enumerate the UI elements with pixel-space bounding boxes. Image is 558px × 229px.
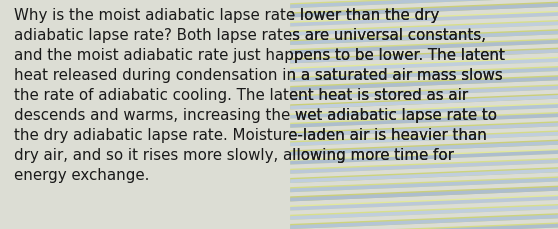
Polygon shape (290, 224, 558, 229)
Polygon shape (290, 196, 558, 211)
Polygon shape (290, 215, 558, 229)
Polygon shape (290, 85, 558, 101)
Polygon shape (290, 12, 558, 27)
Polygon shape (290, 95, 558, 110)
Polygon shape (290, 76, 558, 92)
Polygon shape (290, 67, 558, 82)
Polygon shape (290, 68, 558, 82)
Polygon shape (290, 4, 558, 18)
Polygon shape (290, 59, 558, 73)
Polygon shape (290, 150, 558, 165)
Polygon shape (290, 132, 558, 147)
Polygon shape (290, 160, 558, 174)
Polygon shape (290, 195, 558, 211)
Polygon shape (290, 13, 558, 27)
Polygon shape (290, 123, 558, 137)
Polygon shape (290, 105, 558, 119)
Polygon shape (290, 112, 558, 128)
Text: Why is the moist adiabatic lapse rate lower than the dry
adiabatic lapse rate? B: Why is the moist adiabatic lapse rate lo… (14, 8, 505, 183)
Polygon shape (290, 186, 558, 202)
Polygon shape (290, 103, 558, 119)
Polygon shape (290, 57, 558, 73)
Polygon shape (290, 141, 558, 156)
Polygon shape (290, 30, 558, 46)
Polygon shape (290, 21, 558, 37)
Polygon shape (290, 213, 558, 229)
Bar (0, 0, 290, 229)
Polygon shape (290, 48, 558, 64)
Polygon shape (290, 187, 558, 202)
Polygon shape (290, 204, 558, 220)
Polygon shape (290, 22, 558, 37)
Polygon shape (290, 122, 558, 137)
Polygon shape (290, 86, 558, 101)
Polygon shape (290, 31, 558, 46)
Polygon shape (290, 41, 558, 55)
Text: Why is the moist adiabatic lapse rate lower than the dry
adiabatic lapse rate? B: Why is the moist adiabatic lapse rate lo… (14, 8, 505, 183)
Polygon shape (290, 149, 558, 165)
Polygon shape (290, 0, 558, 9)
Polygon shape (290, 114, 558, 128)
Polygon shape (290, 178, 558, 192)
Polygon shape (290, 140, 558, 156)
Polygon shape (290, 0, 558, 9)
Polygon shape (290, 39, 558, 55)
Polygon shape (290, 3, 558, 18)
Polygon shape (290, 205, 558, 220)
Polygon shape (290, 131, 558, 147)
Polygon shape (290, 167, 558, 183)
Polygon shape (290, 50, 558, 64)
Polygon shape (290, 169, 558, 183)
Polygon shape (290, 177, 558, 192)
Polygon shape (290, 94, 558, 110)
Polygon shape (290, 77, 558, 92)
Polygon shape (290, 158, 558, 174)
Polygon shape (290, 222, 558, 229)
